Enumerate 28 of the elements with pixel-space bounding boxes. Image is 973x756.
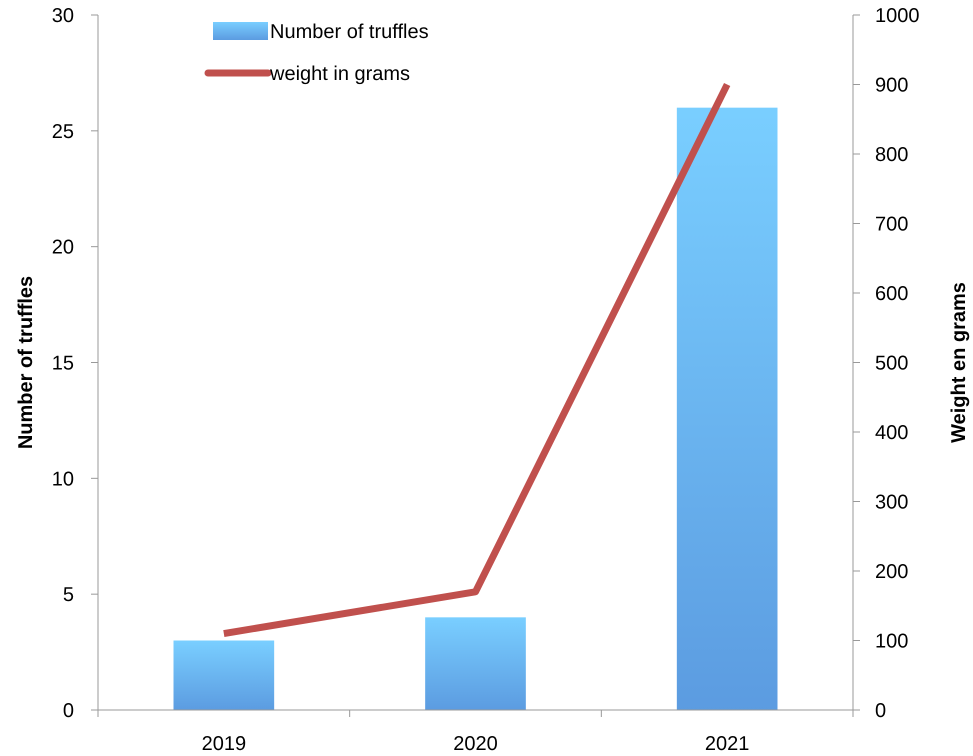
x-tick-label: 2021 bbox=[704, 733, 750, 755]
y-tick-label: 10 bbox=[52, 468, 74, 490]
y-tick-label: 0 bbox=[62, 700, 74, 722]
y-tick-label: 25 bbox=[52, 120, 74, 143]
x-tick-label: 2019 bbox=[202, 733, 246, 755]
y2-tick-label: 900 bbox=[875, 74, 908, 96]
y2-tick-label: 700 bbox=[875, 214, 908, 236]
y2-tick-label: 0 bbox=[875, 700, 886, 722]
legend-label: weight in grams bbox=[269, 63, 410, 85]
y2-tick-label: 500 bbox=[875, 352, 908, 374]
y2-tick-label: 200 bbox=[875, 561, 908, 583]
y2-tick-label: 300 bbox=[875, 492, 908, 514]
x-tick-label: 2020 bbox=[453, 733, 498, 755]
y2-axis-title: Weight en grams bbox=[948, 282, 970, 443]
y-tick-label: 5 bbox=[62, 584, 74, 606]
y-tick-label: 30 bbox=[52, 5, 74, 27]
y-axis-title: Number of truffles bbox=[15, 276, 37, 450]
y2-tick-label: 600 bbox=[875, 283, 908, 305]
legend-label: Number of truffles bbox=[270, 21, 429, 43]
y-tick-label: 20 bbox=[52, 236, 74, 259]
y2-tick-label: 400 bbox=[875, 422, 908, 444]
bar bbox=[174, 640, 274, 710]
bar bbox=[676, 108, 778, 710]
y2-tick-label: 1000 bbox=[875, 5, 920, 27]
y2-tick-label: 800 bbox=[875, 144, 908, 166]
bar bbox=[425, 617, 526, 710]
y2-tick-label: 100 bbox=[875, 630, 908, 652]
y-tick-label: 15 bbox=[52, 352, 74, 374]
